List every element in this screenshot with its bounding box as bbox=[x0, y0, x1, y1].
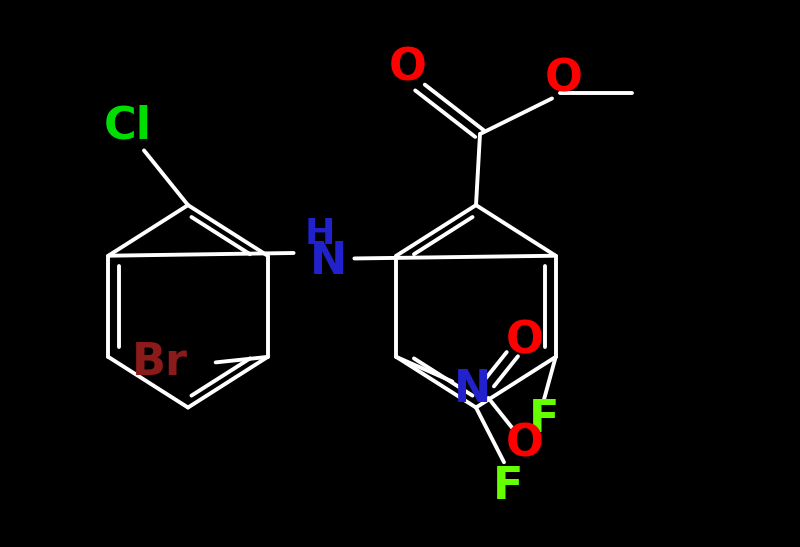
Text: O: O bbox=[506, 423, 543, 466]
Text: H: H bbox=[305, 217, 335, 251]
Text: Br: Br bbox=[132, 341, 188, 384]
Text: F: F bbox=[493, 465, 523, 508]
Text: F: F bbox=[529, 398, 559, 441]
Text: N: N bbox=[454, 368, 491, 411]
Text: O: O bbox=[506, 319, 543, 362]
Text: O: O bbox=[389, 47, 427, 90]
Text: O: O bbox=[545, 58, 583, 101]
Text: N: N bbox=[310, 240, 346, 283]
Text: Cl: Cl bbox=[104, 104, 152, 147]
